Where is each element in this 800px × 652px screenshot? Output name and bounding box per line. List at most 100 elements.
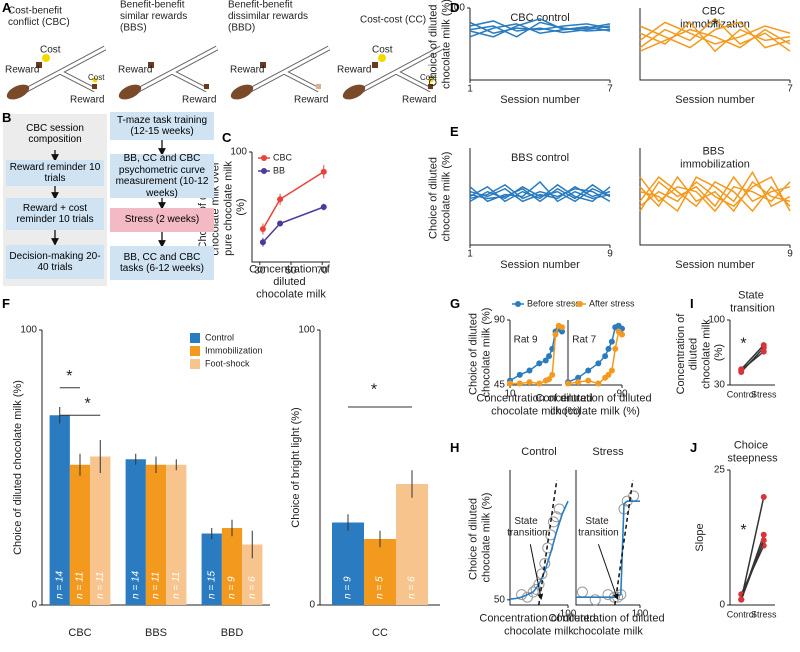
panel-label: A (2, 0, 12, 15)
timeline-box: Stress (2 weeks) (110, 208, 214, 232)
reward-cup (260, 62, 266, 68)
x-tick-label: 7 (607, 84, 613, 95)
y-axis-label: Choice of diluted chocolate milk (%) (428, 0, 453, 89)
axis (729, 320, 775, 386)
x-tick-label: 7 (787, 84, 793, 95)
axis (729, 470, 775, 606)
maze-label: Reward (337, 65, 371, 76)
bar (396, 484, 428, 605)
marker (277, 220, 284, 227)
annotation: * (712, 17, 718, 34)
panel-label: E (450, 124, 459, 139)
n-label: n = 11 (151, 572, 162, 599)
y-tick-label: 50 (494, 594, 506, 605)
x-axis-label: Session number (500, 94, 580, 106)
marker (565, 380, 571, 387)
x-axis-label: Session number (675, 94, 755, 106)
maze-inner (126, 46, 218, 98)
chart-title: BBS control (511, 152, 569, 164)
marker (546, 353, 552, 360)
n-label: n = 15 (206, 570, 217, 599)
reward-cup (316, 84, 321, 89)
bar (364, 539, 396, 605)
task-title: Benefit-benefit dissimilar rewards (BBD) (228, 0, 311, 33)
session-box: Decision-making 20-40 trials (6, 245, 104, 279)
point (527, 586, 539, 598)
series-line (639, 21, 791, 49)
series-line (469, 23, 611, 38)
reward-cup (92, 84, 97, 89)
legend-label: Foot-shock (205, 358, 250, 368)
marker (619, 331, 625, 338)
marker (536, 380, 543, 387)
timeline-box: BB, CC and CBC psychometric curve measur… (110, 153, 214, 199)
legend-label: Before stress (527, 298, 581, 308)
legend-label: BB (273, 165, 285, 175)
maze-label: Reward (70, 95, 104, 106)
x-tick-label: 70 (317, 266, 329, 277)
axis (251, 152, 330, 263)
annotation: * (740, 522, 746, 539)
series-line (639, 28, 791, 52)
marker (585, 377, 592, 384)
x-tick-label: BBS (145, 627, 167, 639)
marker (320, 204, 327, 210)
maze-label: Cost (40, 45, 61, 56)
annotation: * (371, 382, 377, 399)
marker (608, 367, 615, 374)
marker (575, 374, 582, 381)
y-tick-label: 100 (298, 325, 315, 336)
marker (608, 338, 615, 345)
marker (602, 353, 609, 360)
x-axis-label: Concentration of diluted chocolate milk (249, 263, 333, 300)
chart-title: State transition (730, 290, 775, 315)
marker (585, 367, 592, 374)
y-tick-label: 90 (494, 315, 506, 326)
y-tick-label: 0 (309, 600, 315, 611)
legend-label: CBC (273, 152, 293, 162)
y-tick-label: 45 (494, 380, 506, 391)
x-tick-label: BBD (221, 627, 244, 639)
marker (507, 380, 513, 387)
series-line (639, 176, 791, 213)
bar (332, 522, 364, 605)
maze-inner (238, 46, 330, 98)
legend-swatch (190, 359, 200, 369)
bar (90, 456, 111, 605)
transition-dash (538, 479, 558, 606)
y-axis-label: Choice of bright light (%) (290, 407, 302, 527)
chart-title: CBC immobilization (680, 6, 750, 31)
marker (559, 324, 565, 331)
marker (612, 345, 619, 352)
series-line (469, 20, 611, 34)
fit-curve (509, 500, 569, 600)
series-line (639, 176, 791, 212)
maze-label: Cost (372, 45, 393, 56)
y-axis-label: Choice of diluted chocolate milk (%) (12, 380, 24, 555)
annotation-arrow (529, 544, 544, 600)
x-axis-label: Session number (500, 259, 580, 271)
panel-label: F (2, 296, 10, 311)
panel-label: D (450, 0, 460, 15)
fit-curve (576, 500, 640, 599)
point (589, 594, 601, 606)
x-tick-label: 100 (632, 609, 649, 620)
reward-cup (36, 62, 42, 68)
y-axis-label: Slope (694, 523, 706, 551)
series-line (740, 539, 765, 600)
marker (549, 371, 556, 378)
n-label: n = 11 (75, 572, 86, 599)
panel-label: H (450, 440, 460, 455)
light (428, 77, 434, 83)
annotation: * (84, 395, 90, 412)
legend-label: Immobilization (205, 345, 263, 355)
reward-cup (428, 84, 433, 89)
marker (760, 342, 767, 349)
panel-label: I (690, 296, 694, 311)
x-axis-label: Session number (675, 259, 755, 271)
series-line (469, 183, 611, 203)
series-line (639, 21, 791, 53)
legend-label: Control (205, 332, 234, 342)
rat (118, 84, 142, 100)
